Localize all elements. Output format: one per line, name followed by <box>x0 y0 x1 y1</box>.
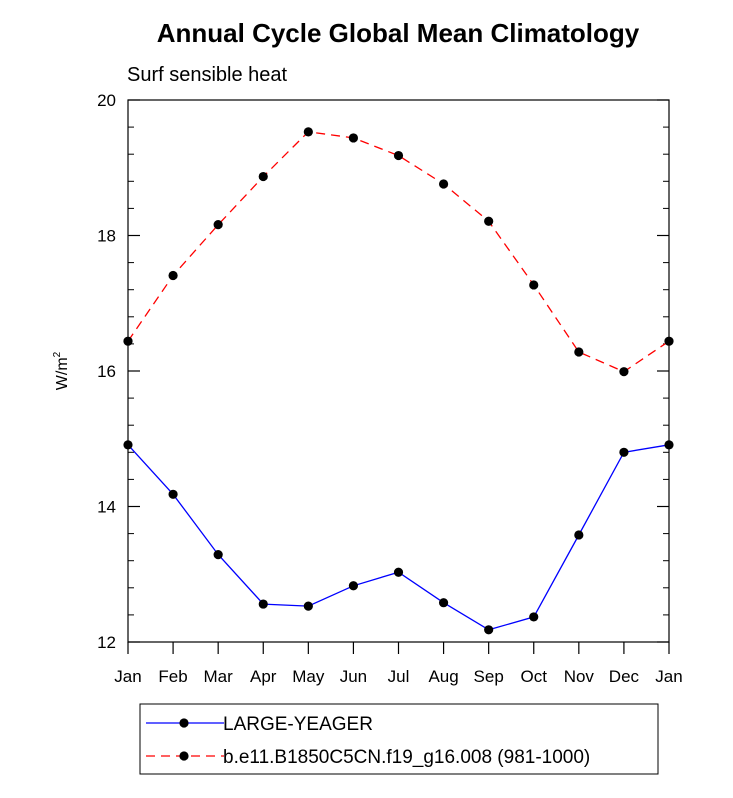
series-1-point <box>123 336 133 346</box>
series-1-point <box>664 336 674 346</box>
y-axis-label-exponent: 2 <box>52 351 63 357</box>
x-tick-label: Aug <box>428 667 458 686</box>
series-0-point <box>529 612 539 622</box>
series-0-point <box>619 447 629 457</box>
y-axis-label-unit: W/m <box>54 357 71 390</box>
series-0-point <box>123 440 133 450</box>
x-tick-label: Oct <box>521 667 548 686</box>
x-tick-label: Feb <box>158 667 187 686</box>
legend-label-large-yeager: LARGE-YEAGER <box>223 714 373 735</box>
chart-title: Annual Cycle Global Mean Climatology <box>157 18 640 48</box>
series-0-point <box>168 489 178 499</box>
series-0-point <box>393 567 404 577</box>
x-tick-label: May <box>292 667 325 686</box>
x-tick-label: Sep <box>474 667 504 686</box>
chart-subtitle: Surf sensible heat <box>127 64 288 86</box>
legend-box <box>139 703 659 775</box>
legend-marker-large-yeager <box>179 718 189 728</box>
legend-marker-b-e11 <box>179 751 189 761</box>
series-0-point <box>484 625 494 635</box>
y-axis-label: W/m2 <box>52 351 71 390</box>
x-tick-label: Jan <box>655 667 682 686</box>
y-tick-label: 12 <box>97 633 116 652</box>
series-0-point <box>258 599 268 609</box>
x-tick-label: Jan <box>114 667 141 686</box>
y-tick-label: 16 <box>97 362 116 381</box>
y-tick-label: 20 <box>97 91 116 110</box>
y-tick-label: 14 <box>97 498 116 517</box>
series-0-point <box>213 550 223 560</box>
series-0-point <box>574 530 584 540</box>
axis-ticks <box>127 99 670 654</box>
legend: LARGE-YEAGER b.e11.B1850C5CN.f19_g16.008… <box>139 703 659 775</box>
series-1-point <box>258 171 268 182</box>
x-tick-label: Jul <box>388 667 410 686</box>
series-1-point <box>213 220 223 230</box>
series-0-point <box>303 601 313 611</box>
x-tick-label: Apr <box>250 667 277 686</box>
series-1-point <box>393 150 404 161</box>
series-1-point <box>529 280 539 290</box>
series-1-point <box>574 347 584 357</box>
x-tick-label: Dec <box>609 667 640 686</box>
series-1-point <box>168 270 178 281</box>
x-tick-label: Jun <box>340 667 367 686</box>
series-1-point <box>438 179 449 189</box>
y-tick-label: 18 <box>97 227 116 246</box>
series-0-point <box>348 581 359 591</box>
x-tick-labels: Jan Feb Mar Apr May Jun Jul Aug Sep Oct Nov Dec Jan <box>114 667 682 686</box>
plot-frame <box>127 99 670 643</box>
series-layer <box>123 127 674 635</box>
x-tick-label: Mar <box>204 667 234 686</box>
y-tick-labels: 12 14 16 18 20 <box>97 91 116 652</box>
series-line-1 <box>127 131 670 373</box>
series-1-point <box>303 127 313 137</box>
series-0-point <box>438 598 449 608</box>
series-1-point <box>348 133 359 143</box>
legend-label-b-e11: b.e11.B1850C5CN.f19_g16.008 (981-1000) <box>223 747 590 768</box>
series-1-point <box>484 216 494 226</box>
series-line-0 <box>127 444 670 631</box>
series-1-point <box>619 367 629 377</box>
series-0-point <box>664 440 674 450</box>
x-tick-label: Nov <box>564 667 595 686</box>
